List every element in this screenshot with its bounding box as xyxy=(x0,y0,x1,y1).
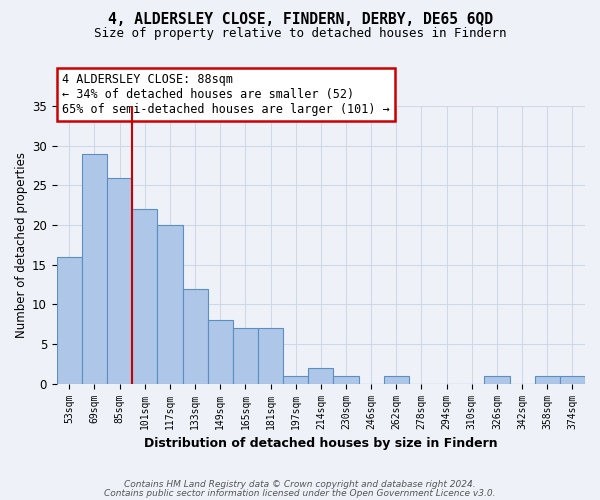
Bar xyxy=(283,376,308,384)
Text: Size of property relative to detached houses in Findern: Size of property relative to detached ho… xyxy=(94,28,506,40)
Bar xyxy=(208,320,233,384)
Bar xyxy=(57,257,82,384)
Bar xyxy=(308,368,334,384)
Bar xyxy=(560,376,585,384)
Bar xyxy=(384,376,409,384)
Bar xyxy=(535,376,560,384)
Bar xyxy=(157,225,182,384)
Bar xyxy=(484,376,509,384)
Bar xyxy=(233,328,258,384)
Bar xyxy=(82,154,107,384)
Bar xyxy=(132,210,157,384)
X-axis label: Distribution of detached houses by size in Findern: Distribution of detached houses by size … xyxy=(144,437,497,450)
Text: Contains HM Land Registry data © Crown copyright and database right 2024.: Contains HM Land Registry data © Crown c… xyxy=(124,480,476,489)
Bar xyxy=(182,288,208,384)
Bar xyxy=(334,376,359,384)
Text: 4, ALDERSLEY CLOSE, FINDERN, DERBY, DE65 6QD: 4, ALDERSLEY CLOSE, FINDERN, DERBY, DE65… xyxy=(107,12,493,28)
Text: 4 ALDERSLEY CLOSE: 88sqm
← 34% of detached houses are smaller (52)
65% of semi-d: 4 ALDERSLEY CLOSE: 88sqm ← 34% of detach… xyxy=(62,73,390,116)
Text: Contains public sector information licensed under the Open Government Licence v3: Contains public sector information licen… xyxy=(104,488,496,498)
Bar xyxy=(258,328,283,384)
Y-axis label: Number of detached properties: Number of detached properties xyxy=(15,152,28,338)
Bar xyxy=(107,178,132,384)
